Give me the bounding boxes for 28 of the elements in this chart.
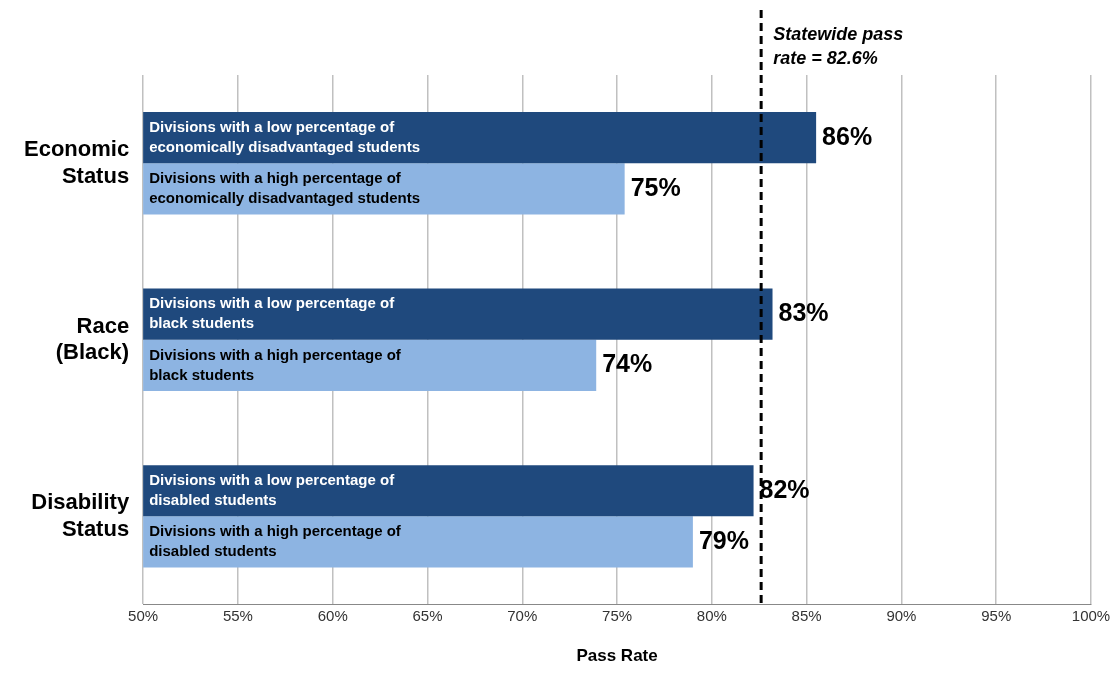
x-tick-label: 55% [222, 606, 253, 624]
data-label: 82% [759, 474, 810, 503]
x-tick-label: 75% [602, 606, 633, 624]
x-tick-label: 95% [981, 606, 1012, 624]
x-tick-label: 65% [412, 606, 443, 624]
data-label: 83% [778, 298, 829, 327]
annotation: Divisions with a low percentage of disabled students [149, 470, 396, 508]
ref-line-label: Statewide pass rate = 82.6% [773, 23, 904, 68]
annotation: Divisions with a low percentage of economically disadvantaged students [149, 117, 421, 155]
x-tick-label: 50% [128, 606, 159, 624]
annotation: Divisions with a high percentage of black students [149, 345, 402, 383]
data-label: 86% [822, 121, 873, 150]
annotation: Divisions with a low percentage of black students [149, 294, 396, 332]
x-tick-label: 70% [507, 606, 538, 624]
y-tick-label: Economic Status [23, 136, 130, 188]
annotation: Divisions with a high percentage of disabled students [149, 522, 402, 560]
x-tick-label: 90% [886, 606, 917, 624]
data-label: 75% [630, 172, 681, 201]
y-tick-label: Disability Status [31, 489, 130, 541]
x-tick-label: 85% [791, 606, 822, 624]
x-tick-label: 60% [317, 606, 348, 624]
x-tick-label: 80% [696, 606, 727, 624]
x-tick-label: 100% [1071, 606, 1111, 624]
data-label: 74% [602, 349, 653, 378]
y-tick-label: Race (Black) [55, 312, 130, 365]
annotation: Divisions with a high percentage of economically disadvantaged students [149, 169, 421, 206]
data-label: 79% [698, 525, 749, 554]
x-axis-title: Pass Rate [576, 646, 658, 666]
